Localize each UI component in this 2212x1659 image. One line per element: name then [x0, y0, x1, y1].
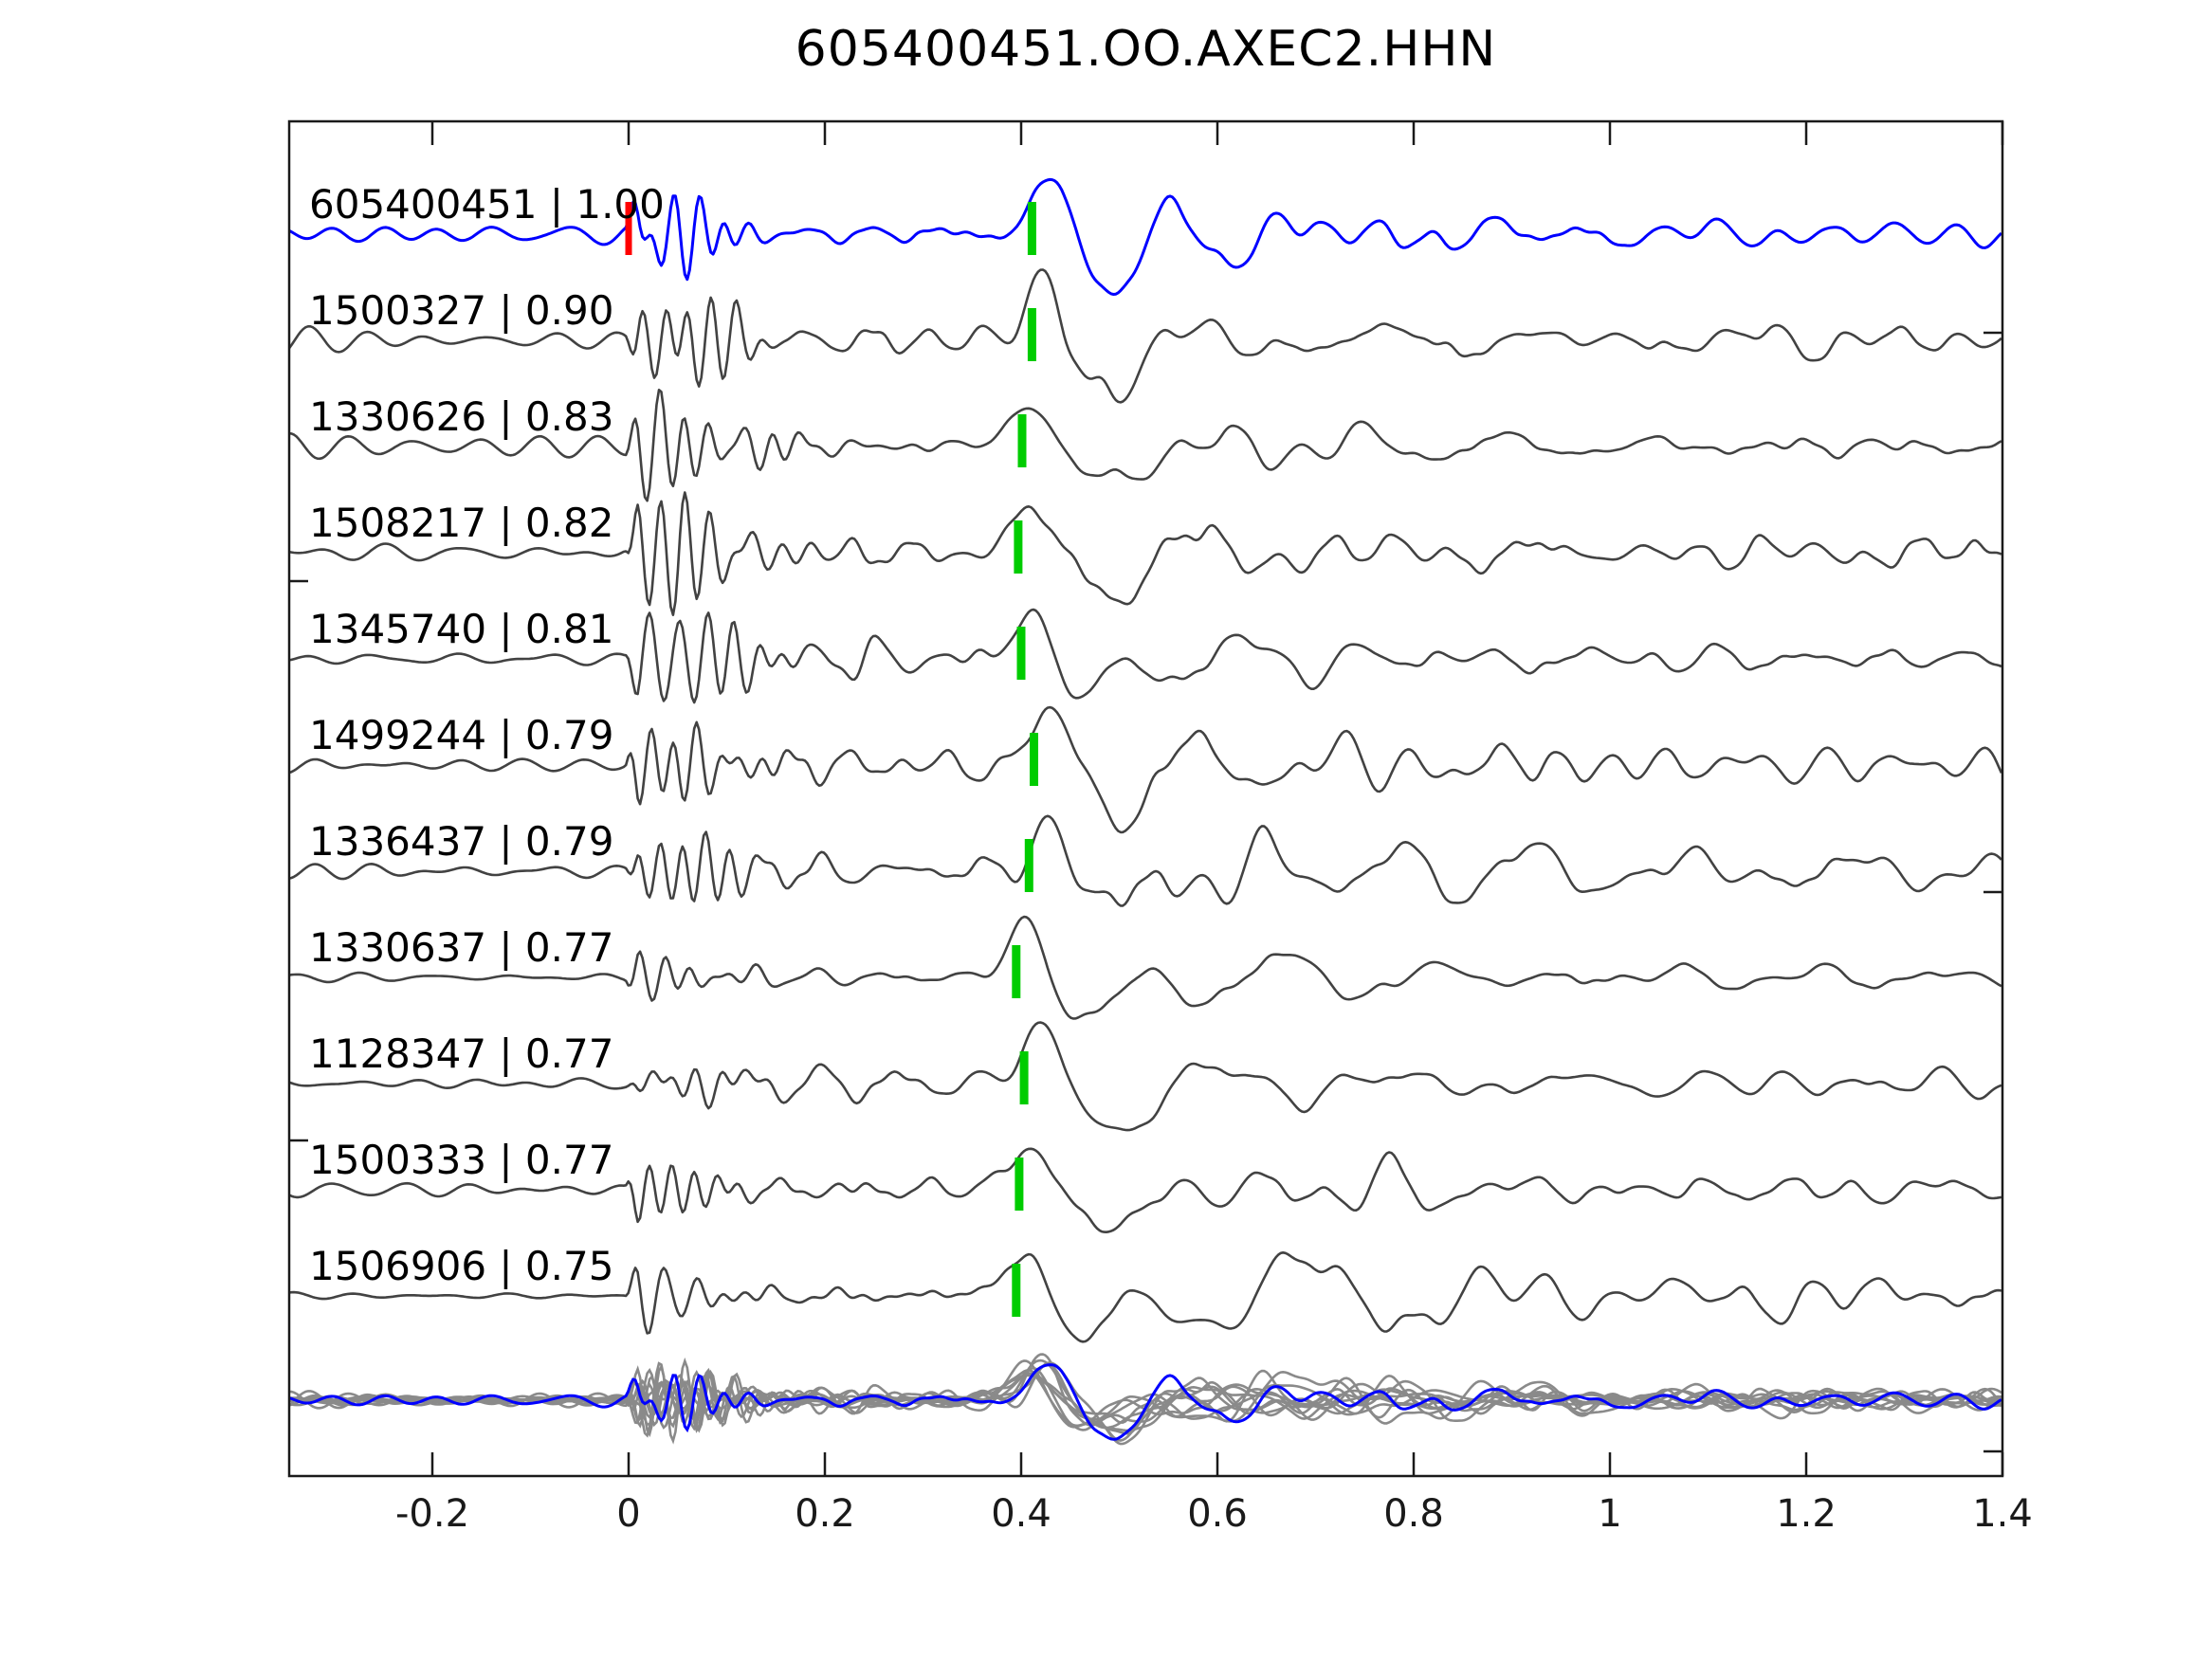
trace-label-1345740: 1345740 | 0.81: [309, 606, 614, 652]
pick-marker-icon: [1030, 733, 1038, 786]
trace-waveform-1508217: [288, 491, 2002, 616]
trace-waveform-1500327: [287, 268, 2002, 404]
trace-label-1500333: 1500333 | 0.77: [309, 1137, 614, 1183]
pick-marker-icon: [1016, 627, 1026, 680]
trace-waveform-1330637: [288, 915, 2002, 1020]
pick-marker-icon: [1012, 1264, 1021, 1317]
trace-waveform-1336437: [288, 814, 2002, 907]
pick-marker-icon: [1027, 308, 1036, 361]
pick-marker-icon: [1012, 945, 1021, 998]
trace-label-1506906: 1506906 | 0.75: [309, 1243, 614, 1289]
x-tick-label-0: 0: [616, 1492, 641, 1536]
stacked-traces: [287, 177, 2003, 1343]
trace-waveform-1330626: [288, 389, 2002, 502]
pick-marker-icon: [1017, 414, 1027, 467]
trace-waveform-1345740: [288, 608, 2002, 704]
x-tick-label-0.4: 0.4: [991, 1492, 1051, 1536]
x-tick-label-0.2: 0.2: [795, 1492, 855, 1536]
trace-waveform-1500333: [288, 1147, 2002, 1233]
trace-label-1499244: 1499244 | 0.79: [309, 712, 614, 758]
x-tick-label--0.2: -0.2: [394, 1492, 470, 1536]
x-tick-label-1.4: 1.4: [1972, 1492, 2033, 1536]
overlay-traces: [288, 1353, 2002, 1446]
page-title: 605400451.OO.AXEC2.HHN: [795, 21, 1497, 78]
trace-waveform-1499244: [288, 705, 2003, 834]
trace-label-1128347: 1128347 | 0.77: [309, 1030, 614, 1077]
overlay-trace-gray: [288, 1359, 2002, 1429]
onset-marker-icon: [625, 202, 632, 255]
trace-waveform-605400451: [288, 177, 2002, 296]
trace-waveform-1506906: [288, 1251, 2002, 1343]
trace-label-1508217: 1508217 | 0.82: [309, 500, 614, 546]
x-tick-label-1.2: 1.2: [1776, 1492, 1837, 1536]
overlay-trace-gray: [288, 1370, 2002, 1431]
pick-marker-icon: [1019, 1051, 1029, 1104]
pick-marker-icon: [1024, 839, 1033, 892]
trace-label-1330637: 1330637 | 0.77: [309, 924, 614, 971]
x-tick-label-1: 1: [1598, 1492, 1622, 1536]
pick-marker-icon: [1015, 1158, 1024, 1211]
pick-marker-icon: [1014, 520, 1023, 574]
phase-markers: [625, 202, 1038, 1317]
overlay-trace-template: [288, 1363, 2002, 1441]
trace-label-1330626: 1330626 | 0.83: [309, 393, 614, 440]
trace-waveform-1128347: [288, 1021, 2002, 1132]
plot-border: [287, 119, 2004, 1478]
pick-marker-icon: [1027, 202, 1036, 255]
trace-label-1500327: 1500327 | 0.90: [309, 287, 614, 334]
overlay-trace-gray: [288, 1358, 2002, 1432]
trace-label-1336437: 1336437 | 0.79: [309, 818, 614, 865]
x-tick-label-0.6: 0.6: [1187, 1492, 1248, 1536]
trace-label-605400451: 605400451 | 1.00: [309, 181, 665, 228]
x-tick-label-0.8: 0.8: [1383, 1492, 1444, 1536]
